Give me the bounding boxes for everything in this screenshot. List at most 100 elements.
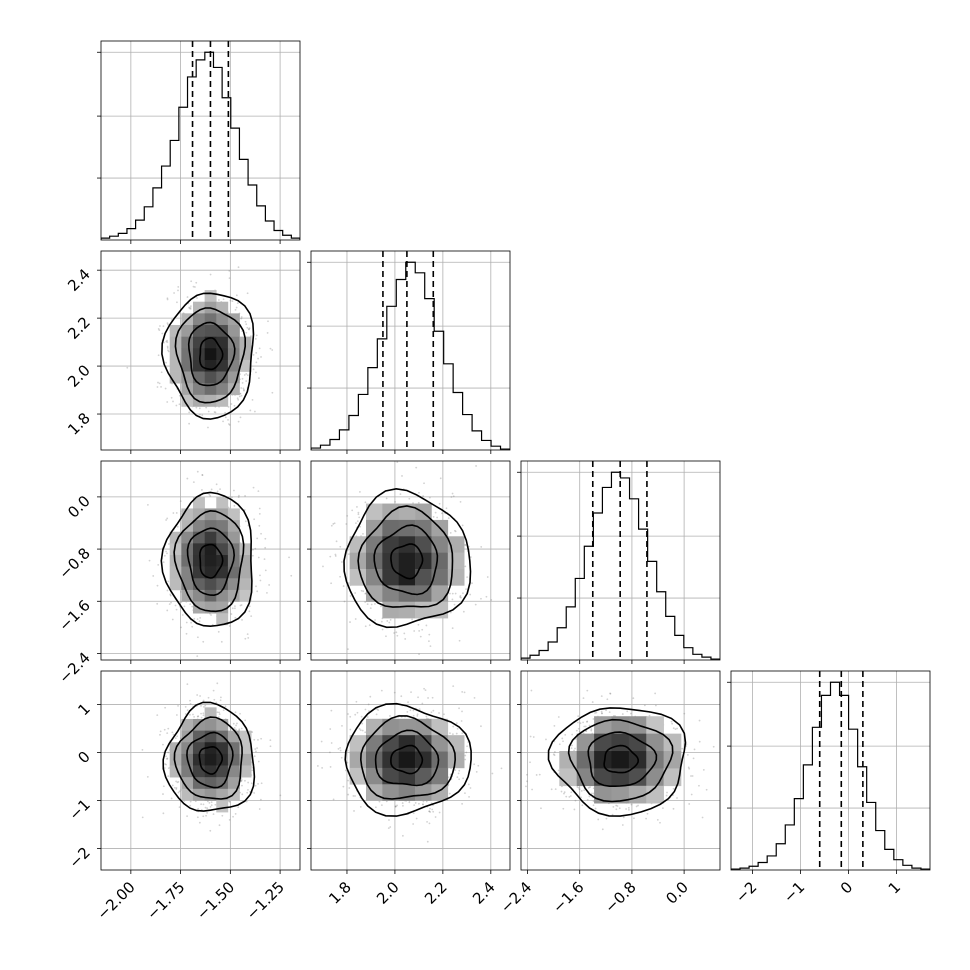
joint-density-panel <box>307 460 511 673</box>
scatter-point <box>367 703 370 706</box>
scatter-point <box>175 788 178 790</box>
scatter-point <box>167 775 170 778</box>
scatter-point <box>258 507 261 510</box>
scatter-point <box>178 806 181 808</box>
scatter-point <box>185 632 188 635</box>
scatter-point <box>438 502 441 505</box>
scatter-point <box>349 728 352 731</box>
scatter-point <box>354 713 357 716</box>
scatter-point <box>240 317 243 320</box>
density-cell <box>192 765 205 778</box>
scatter-point <box>464 544 467 546</box>
scatter-point <box>452 495 455 498</box>
scatter-point <box>228 800 231 803</box>
scatter-point <box>189 800 192 803</box>
scatter-point <box>251 769 254 772</box>
scatter-point <box>189 306 192 309</box>
scatter-point <box>368 624 371 627</box>
scatter-point <box>406 711 409 713</box>
scatter-point <box>189 603 192 606</box>
density-cell <box>365 536 383 553</box>
scatter-point <box>249 335 252 338</box>
scatter-point <box>185 621 188 624</box>
scatter-point <box>257 357 259 360</box>
density-cell <box>192 718 205 731</box>
scatter-point <box>206 807 209 810</box>
scatter-point <box>349 621 351 623</box>
density-cell <box>349 751 367 769</box>
scatter-point <box>459 500 462 503</box>
scatter-point <box>459 596 461 598</box>
density-cell <box>239 730 252 743</box>
scatter-point <box>345 523 348 525</box>
scatter-point <box>176 301 178 304</box>
scatter-point <box>322 565 324 568</box>
scatter-point <box>218 713 221 716</box>
contour-line <box>359 715 457 800</box>
y-tick-label: −2 <box>65 844 93 872</box>
x-tick-label: −1.50 <box>193 878 238 923</box>
scatter-point <box>159 325 161 327</box>
scatter-point <box>422 800 425 803</box>
scatter-point <box>441 512 443 515</box>
scatter-point <box>439 477 442 480</box>
scatter-point <box>364 708 367 711</box>
scatter-point <box>170 601 172 604</box>
scatter-point <box>200 704 202 707</box>
density-cell <box>169 371 182 384</box>
density-cell <box>415 718 432 736</box>
scatter-point <box>346 514 349 517</box>
scatter-point <box>460 596 462 599</box>
scatter-point <box>189 702 192 705</box>
scatter-point <box>259 574 261 577</box>
scatter-point <box>241 793 244 796</box>
scatter-point <box>166 609 169 612</box>
scatter-point <box>252 368 255 371</box>
density-cell <box>398 751 416 769</box>
density-cell <box>216 543 229 556</box>
scatter-point <box>246 374 249 377</box>
density-cell <box>192 543 205 556</box>
scatter-point <box>385 635 387 638</box>
contour-line <box>199 543 224 579</box>
scatter-point <box>219 488 221 491</box>
scatter-point <box>162 561 165 564</box>
scatter-point <box>266 591 268 594</box>
scatter-point <box>388 819 390 821</box>
scatter-point <box>186 815 188 818</box>
scatter-point <box>241 619 243 621</box>
density-cell <box>365 767 383 785</box>
panel-frame <box>310 670 511 871</box>
scatter-point <box>205 406 208 409</box>
density-cell <box>216 800 229 813</box>
scatter-point <box>217 716 220 719</box>
scatter-point <box>178 403 181 406</box>
scatter-point <box>443 713 445 716</box>
density-cell <box>365 585 383 603</box>
y-tick-label: 2.2 <box>64 313 94 343</box>
density-cell <box>431 751 449 769</box>
density-cell <box>431 569 449 586</box>
scatter-point <box>321 767 324 769</box>
scatter-point <box>202 815 205 818</box>
scatter-point <box>178 232 180 234</box>
scatter-point <box>372 671 374 673</box>
scatter-point <box>210 801 213 804</box>
scatter-point <box>166 339 168 342</box>
scatter-point <box>245 800 248 803</box>
scatter-point <box>415 817 418 820</box>
density-cell <box>181 578 194 591</box>
scatter-point <box>245 323 248 326</box>
scatter-point <box>241 784 243 787</box>
scatter-point <box>332 523 335 525</box>
scatter-point <box>401 475 403 477</box>
panel-frame <box>310 460 511 661</box>
scatter-point <box>186 477 189 480</box>
scatter-point <box>189 804 192 807</box>
scatter-point <box>219 696 222 699</box>
scatter-point <box>436 516 439 519</box>
density-cell <box>216 336 229 349</box>
scatter-point <box>164 387 167 390</box>
scatter-point <box>246 326 249 329</box>
scatter-point <box>157 381 159 384</box>
